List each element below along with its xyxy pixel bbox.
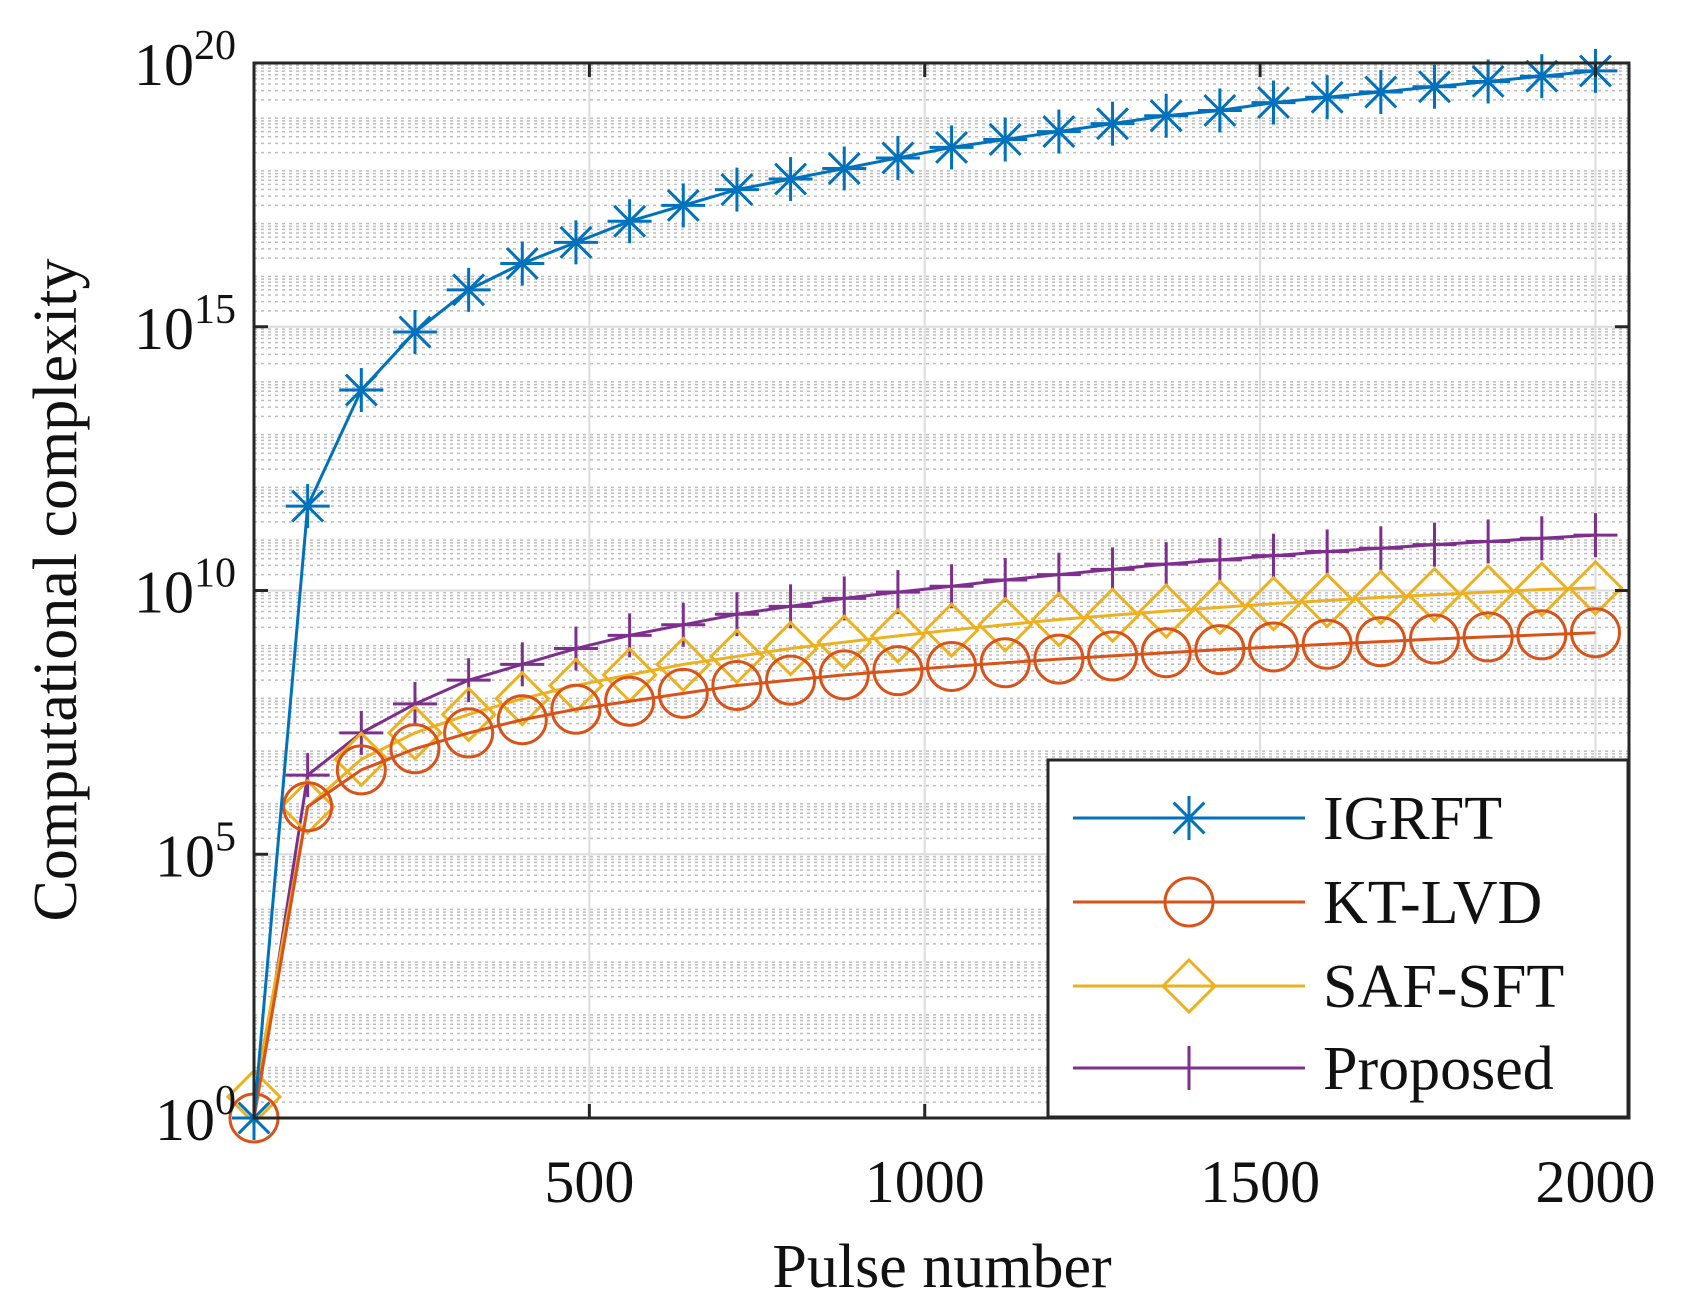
marker-diamond [386, 704, 444, 762]
x-tick-label: 1500 [1200, 1149, 1320, 1215]
legend-label: Proposed [1323, 1035, 1554, 1103]
marker-diamond [1138, 582, 1195, 640]
marker-diamond [1160, 957, 1218, 1015]
marker-diamond [762, 620, 819, 677]
y-tick-label: 1020 [134, 23, 236, 98]
marker-circle [872, 645, 924, 697]
marker-circle [1163, 876, 1215, 928]
y-tick-label: 1015 [134, 287, 236, 362]
legend-label: IGRFT [1323, 785, 1502, 853]
marker-diamond [1299, 572, 1356, 629]
marker-diamond [1513, 561, 1570, 618]
marker-diamond [494, 670, 551, 727]
marker-circle [1140, 627, 1192, 679]
series-igrft [232, 48, 1618, 1140]
marker-circle [389, 723, 441, 775]
marker-diamond [1030, 591, 1087, 648]
legend-label: SAF-SFT [1323, 953, 1564, 1021]
marker-diamond [1191, 579, 1248, 636]
grid [254, 62, 1629, 1119]
series-layer [225, 48, 1624, 1144]
legend-entry-igrft: IGRFT [1073, 785, 1502, 853]
y-tick-label: 1010 [134, 551, 236, 626]
marker-circle [1355, 616, 1407, 668]
marker-circle [282, 781, 334, 833]
marker-diamond [547, 657, 605, 714]
marker-circle [818, 649, 870, 701]
marker-diamond [816, 614, 873, 671]
marker-diamond [1352, 569, 1409, 626]
marker-diamond [923, 601, 980, 659]
y-axis-label: Computational complexity [22, 259, 90, 922]
marker-circle [1516, 609, 1568, 661]
marker-circle [1408, 613, 1460, 665]
series-line [252, 631, 1596, 1119]
marker-diamond [869, 607, 927, 664]
series-saf-sft [225, 559, 1624, 1126]
x-tick-label: 2000 [1535, 1149, 1655, 1215]
marker-circle [1033, 633, 1085, 685]
x-tick-label: 1000 [865, 1149, 985, 1215]
legend-entry-saf-sft: SAF-SFT [1073, 953, 1564, 1021]
y-tick-label: 105 [155, 814, 236, 889]
marker-circle [711, 659, 763, 711]
marker-diamond [1406, 566, 1463, 623]
legend-entry-proposed: Proposed [1073, 1035, 1554, 1103]
y-tick-labels: 100 105 1010 1015 1020 [134, 23, 236, 1153]
x-axis-label: Pulse number [772, 1233, 1112, 1301]
marker-diamond [279, 778, 336, 835]
marker-diamond [977, 596, 1034, 653]
x-tick-label: 500 [544, 1149, 634, 1215]
marker-diamond [1245, 575, 1302, 632]
legend-entry-kt-lvd: KT-LVD [1073, 869, 1542, 937]
marker-circle [765, 654, 817, 706]
marker-circle [496, 694, 548, 746]
y-tick-label: 100 [155, 1078, 236, 1153]
marker-diamond [708, 628, 766, 685]
marker-circle [926, 640, 978, 692]
marker-circle [657, 667, 709, 719]
series-kt-lvd [228, 607, 1621, 1144]
marker-diamond [333, 731, 390, 788]
marker-diamond [1567, 559, 1624, 616]
marker-circle [1569, 607, 1621, 659]
marker-diamond [1460, 563, 1517, 621]
marker-circle [1194, 624, 1246, 676]
legend-label: KT-LVD [1323, 869, 1542, 937]
legend: IGRFT KT-LVD SAF-SFT Proposed [1046, 758, 1630, 1119]
marker-circle [335, 744, 387, 796]
marker-circle [1462, 611, 1514, 663]
marker-circle [1087, 630, 1139, 682]
marker-circle [604, 675, 656, 727]
marker-circle [1301, 618, 1353, 670]
series-proposed [232, 513, 1618, 1140]
marker-circle [979, 637, 1031, 689]
marker-diamond [440, 686, 497, 743]
marker-circle [1248, 621, 1300, 673]
marker-diamond [1084, 587, 1141, 644]
marker-diamond [655, 636, 712, 693]
marker-circle [443, 707, 495, 759]
marker-circle [550, 683, 602, 735]
x-tick-labels: 500 1000 1500 2000 [544, 1149, 1655, 1215]
